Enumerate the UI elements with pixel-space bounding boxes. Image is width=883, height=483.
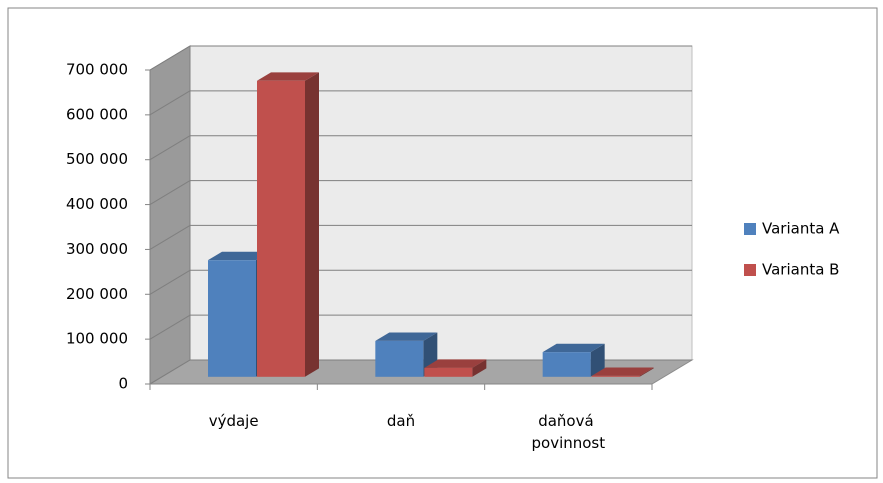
grid-line-side bbox=[149, 135, 191, 161]
grid-line-side bbox=[149, 359, 191, 385]
bar-top bbox=[208, 251, 270, 261]
grid-line-side bbox=[149, 90, 191, 116]
bar-top bbox=[424, 359, 487, 368]
side-wall bbox=[149, 45, 191, 385]
bar bbox=[542, 352, 591, 377]
x-tick-label: daňová povinnost bbox=[532, 412, 606, 452]
y-tick-label: 700 000 bbox=[66, 61, 128, 79]
bar-top bbox=[542, 343, 605, 353]
bar-top bbox=[375, 332, 438, 341]
grid-line-side bbox=[149, 269, 191, 295]
y-tick-label: 600 000 bbox=[66, 105, 128, 123]
bar bbox=[424, 367, 473, 377]
grid-line-side bbox=[149, 180, 191, 206]
y-tick-label: 300 000 bbox=[66, 240, 128, 258]
y-tick-label: 500 000 bbox=[66, 150, 128, 168]
grid-line-side bbox=[149, 45, 191, 71]
x-tick-label: výdaje bbox=[209, 412, 259, 430]
y-tick-label: 200 000 bbox=[66, 285, 128, 303]
bar bbox=[375, 340, 424, 377]
legend-label: Varianta A bbox=[762, 220, 840, 238]
bar-side bbox=[305, 72, 319, 377]
legend-swatch bbox=[744, 223, 756, 235]
legend-label: Varianta B bbox=[762, 261, 839, 279]
bar-top bbox=[257, 72, 319, 81]
bar bbox=[208, 260, 256, 377]
y-tick-label: 400 000 bbox=[66, 195, 128, 213]
y-tick-label: 100 000 bbox=[66, 330, 128, 348]
bar-top bbox=[591, 367, 654, 376]
y-tick-label: 0 bbox=[118, 375, 128, 393]
bar-side bbox=[472, 359, 487, 377]
x-tick-label: daň bbox=[387, 412, 415, 430]
grid-line-side bbox=[149, 314, 191, 340]
legend-swatch bbox=[744, 264, 756, 276]
bar-side bbox=[590, 343, 605, 377]
bar-side bbox=[639, 367, 654, 377]
grid-line-side bbox=[149, 224, 191, 250]
bar bbox=[591, 375, 640, 377]
bar bbox=[257, 80, 305, 377]
